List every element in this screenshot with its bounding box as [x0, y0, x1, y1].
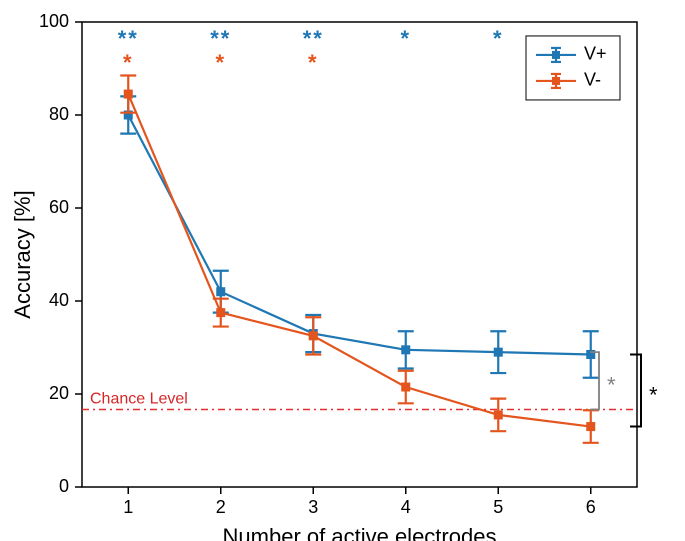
signif-star: * [308, 50, 319, 75]
legend-label: V+ [584, 44, 607, 64]
y-tick-label: 0 [59, 476, 69, 496]
y-axis-label: Accuracy [%] [10, 190, 35, 318]
signif-star: ** [303, 26, 324, 51]
series-marker-vminus [587, 423, 595, 431]
series-marker-vminus [217, 309, 225, 317]
series-marker-vminus [124, 90, 132, 98]
signif-star: * [123, 50, 134, 75]
series-marker-vplus [402, 346, 410, 354]
chart-svg: 0 20 40 60 80 100 1 2 3 4 5 6 Accuracy [%] Number of … [0, 0, 685, 541]
x-tick-label: 2 [216, 497, 226, 517]
signif-star: ** [210, 26, 231, 51]
y-tick-label: 100 [39, 11, 69, 31]
chance-level-label: Chance Level [90, 390, 188, 407]
legend-label: V- [584, 70, 601, 90]
series-marker-vplus [217, 288, 225, 296]
series-marker-vplus [494, 348, 502, 356]
x-tick-label: 3 [308, 497, 318, 517]
series-marker-vminus [494, 411, 502, 419]
x-tick-label: 4 [401, 497, 411, 517]
series-marker-vminus [309, 332, 317, 340]
x-axis-label: Number of active electrodes [223, 524, 497, 541]
signif-star: ** [118, 26, 139, 51]
x-tick-label: 6 [586, 497, 596, 517]
signif-star: * [215, 50, 226, 75]
x-tick-label: 1 [123, 497, 133, 517]
signif-star: * [400, 26, 411, 51]
y-tick-label: 20 [49, 383, 69, 403]
y-tick-label: 40 [49, 290, 69, 310]
series-marker-vminus [402, 383, 410, 391]
y-tick-label: 80 [49, 104, 69, 124]
x-tick-label: 5 [493, 497, 503, 517]
signif-star: * [493, 26, 504, 51]
bracket-inner-star: * [607, 373, 616, 398]
y-tick-label: 60 [49, 197, 69, 217]
bracket-outer-star: * [649, 382, 658, 407]
